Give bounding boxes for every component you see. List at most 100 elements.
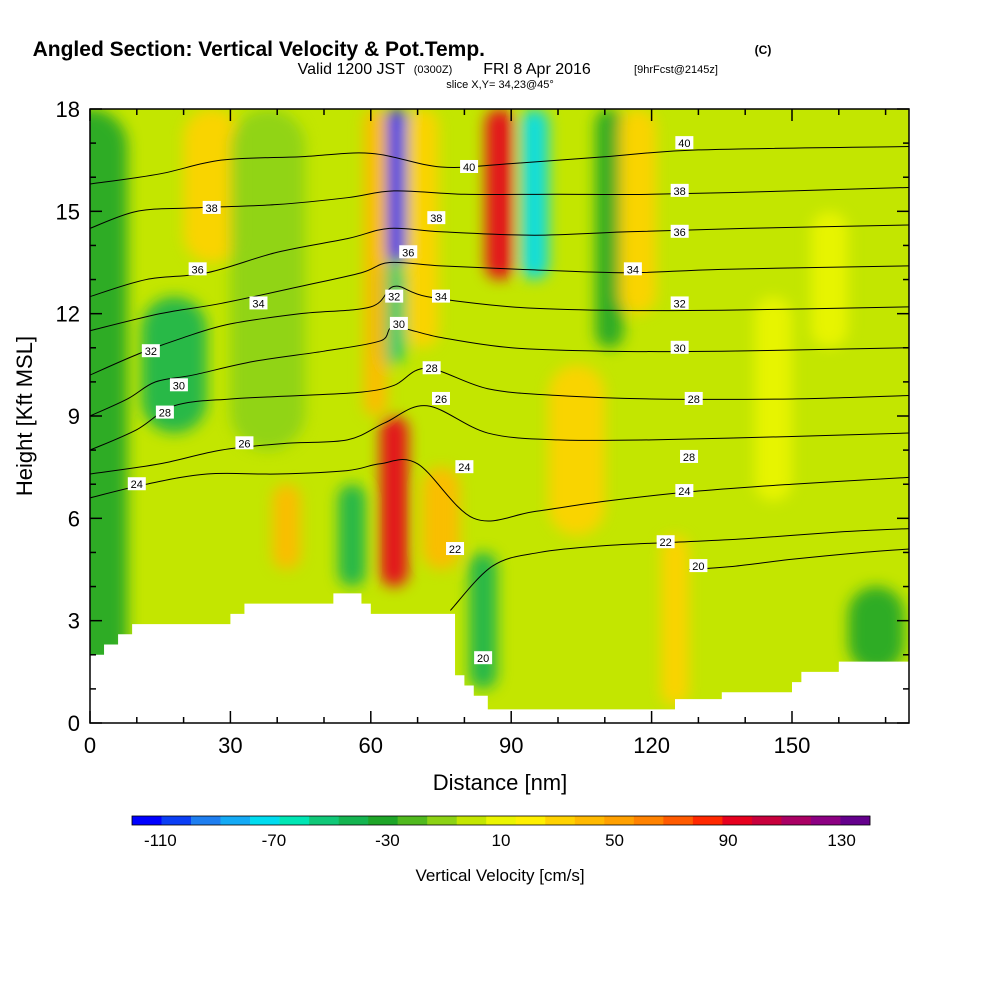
velocity-cell bbox=[380, 416, 409, 587]
contour-label: 40 bbox=[675, 136, 694, 150]
contour-label: 38 bbox=[202, 200, 221, 215]
velocity-cell bbox=[548, 364, 605, 536]
contour-label-text: 26 bbox=[238, 438, 250, 450]
y-tick-label: 12 bbox=[56, 302, 80, 327]
velocity-cell bbox=[90, 109, 128, 723]
colorbar-tick-label: -30 bbox=[375, 831, 400, 850]
velocity-cell bbox=[272, 484, 301, 570]
colorbar-swatch bbox=[191, 816, 221, 825]
contour-label: 20 bbox=[474, 651, 493, 665]
contour-label: 38 bbox=[670, 183, 689, 198]
contour-label: 30 bbox=[169, 378, 188, 392]
colorbar-swatch bbox=[309, 816, 339, 825]
contour-label: 26 bbox=[235, 436, 254, 450]
contour-label-text: 30 bbox=[173, 380, 185, 392]
contour-label-text: 34 bbox=[252, 298, 264, 310]
contour-label: 38 bbox=[427, 211, 446, 225]
velocity-cell bbox=[595, 109, 624, 348]
velocity-cell bbox=[384, 109, 409, 263]
y-tick-label: 6 bbox=[68, 506, 80, 531]
contour-label-text: 38 bbox=[674, 186, 686, 198]
y-tick-label: 18 bbox=[56, 97, 80, 122]
contour-label: 28 bbox=[680, 449, 699, 464]
contour-label-text: 24 bbox=[458, 462, 470, 474]
colorbar-swatch bbox=[663, 816, 694, 825]
colorbar-swatch bbox=[368, 816, 398, 825]
contour-label-text: 36 bbox=[192, 264, 204, 276]
theta-contour-30 bbox=[90, 326, 909, 417]
terrain-mask bbox=[90, 593, 909, 723]
contour-label-text: 24 bbox=[131, 479, 143, 491]
colorbar-swatch bbox=[427, 816, 458, 825]
contour-label: 24 bbox=[127, 477, 146, 491]
contour-label-text: 38 bbox=[206, 203, 218, 215]
contour-label: 28 bbox=[422, 361, 441, 375]
contour-label: 24 bbox=[455, 460, 474, 474]
contour-label-text: 32 bbox=[674, 298, 686, 310]
velocity-cell bbox=[660, 535, 690, 706]
contour-label: 34 bbox=[623, 262, 642, 276]
colorbar-swatch bbox=[515, 816, 546, 825]
velocity-cell bbox=[810, 211, 849, 348]
subtitle-valid: Valid 1200 JST bbox=[298, 61, 406, 78]
colorbar-swatch bbox=[486, 816, 517, 825]
contour-label: 22 bbox=[656, 535, 675, 549]
contour-label-text: 36 bbox=[674, 227, 686, 239]
x-tick-label: 150 bbox=[774, 733, 811, 758]
contour-label-text: 32 bbox=[145, 346, 157, 358]
contour-label-text: 28 bbox=[159, 408, 171, 420]
theta-contour-40 bbox=[90, 146, 909, 185]
contour-label: 30 bbox=[670, 340, 689, 355]
colorbar-swatch bbox=[161, 816, 192, 825]
velocity-cell bbox=[405, 109, 439, 348]
velocity-cell bbox=[469, 552, 498, 689]
contour-label: 28 bbox=[155, 405, 174, 420]
contour-label: 20 bbox=[689, 559, 708, 573]
colorbar-tick-label: 130 bbox=[827, 831, 855, 850]
contour-label-text: 40 bbox=[463, 162, 475, 174]
colorbar-tick-label: -110 bbox=[144, 831, 177, 850]
colorbar-frame bbox=[131, 815, 871, 826]
contour-label-text: 20 bbox=[477, 653, 489, 665]
terrain bbox=[90, 593, 909, 723]
contour-label-text: 22 bbox=[449, 544, 461, 556]
contour-label-text: 30 bbox=[393, 319, 405, 331]
colorbar-tick-label: 90 bbox=[719, 831, 738, 850]
colorbar-label: Vertical Velocity [cm/s] bbox=[415, 866, 584, 885]
colorbar-swatch bbox=[279, 816, 310, 825]
contour-label: 26 bbox=[432, 391, 450, 406]
contour-label: 22 bbox=[446, 542, 465, 556]
chart-subtitle: Valid 1200 JST (0300Z) FRI 8 Apr 2016 [9… bbox=[298, 61, 718, 78]
colorbar-swatch bbox=[633, 816, 664, 825]
velocity-cell bbox=[618, 109, 657, 314]
contour-label-text: 40 bbox=[678, 138, 690, 150]
contour-label-text: 28 bbox=[426, 363, 438, 375]
contour-label-text: 34 bbox=[627, 264, 639, 276]
colorbar-swatch bbox=[751, 816, 782, 825]
contour-label: 40 bbox=[460, 159, 479, 174]
x-tick-label: 90 bbox=[499, 733, 523, 758]
contour-label: 36 bbox=[670, 224, 689, 239]
velocity-cell bbox=[183, 109, 240, 263]
contour-label-text: 30 bbox=[674, 343, 686, 355]
y-tick-label: 15 bbox=[56, 199, 80, 224]
colorbar-swatch bbox=[574, 816, 605, 825]
colorbar-swatch bbox=[604, 816, 635, 825]
colorbar-swatch bbox=[338, 816, 369, 825]
contour-label-text: 36 bbox=[402, 247, 414, 259]
subtitle-forecast: [9hrFcst@2145z] bbox=[634, 64, 718, 76]
colorbar-swatch bbox=[840, 816, 871, 825]
contour-label: 36 bbox=[399, 245, 418, 259]
contour-label-text: 20 bbox=[692, 561, 704, 573]
contour-label: 32 bbox=[385, 289, 404, 304]
y-tick-label: 9 bbox=[68, 404, 80, 429]
contour-label: 34 bbox=[432, 289, 450, 304]
x-tick-label: 0 bbox=[84, 733, 96, 758]
velocity-cell bbox=[848, 586, 905, 672]
plot-area: 20 22 24 26 28 30 32 34 36 38 40 40 38 38 36 36 34 34 32 32… bbox=[90, 109, 909, 723]
x-axis-label: Distance [nm] bbox=[433, 770, 568, 795]
colorbar-swatch bbox=[132, 816, 162, 825]
contour-label: 28 bbox=[684, 391, 703, 406]
theta-contour-32 bbox=[90, 285, 909, 376]
